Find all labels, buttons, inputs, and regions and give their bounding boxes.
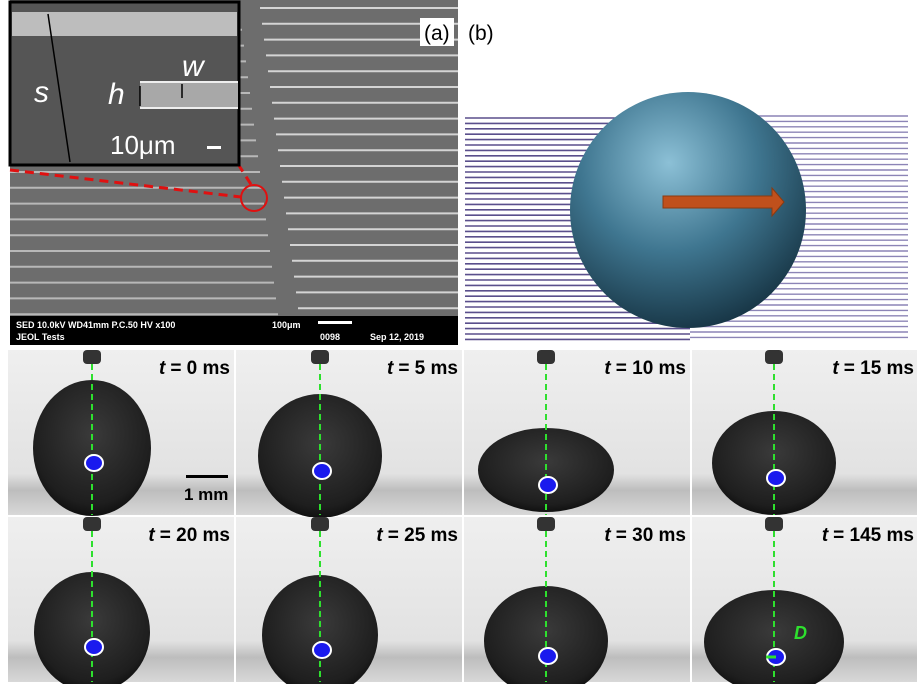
frame: t= 5 ms bbox=[236, 350, 462, 518]
time-variable: t bbox=[387, 358, 394, 379]
frame: t= 25 ms bbox=[236, 517, 462, 684]
panel-label: (b) bbox=[468, 22, 494, 45]
time-value: = 15 ms bbox=[844, 358, 914, 379]
time-variable: t bbox=[832, 358, 839, 379]
time-value: = 30 ms bbox=[616, 525, 686, 546]
scale-bar bbox=[186, 475, 228, 478]
centroid bbox=[539, 477, 557, 493]
needle bbox=[311, 350, 329, 364]
time-variable: t bbox=[604, 525, 611, 546]
time-label: t= 30 ms bbox=[604, 525, 686, 546]
time-label: t= 15 ms bbox=[832, 358, 914, 379]
frame: t= 145 ms D bbox=[692, 517, 917, 684]
time-label: t= 25 ms bbox=[376, 525, 458, 546]
time-label: t= 10 ms bbox=[604, 358, 686, 379]
sem-scale-bar bbox=[318, 321, 352, 324]
panel-a: SED 10.0kV WD41mm P.C.50 HV x100 100μm J… bbox=[10, 0, 458, 345]
time-value: = 25 ms bbox=[388, 525, 458, 546]
sem-settings: SED 10.0kV WD41mm P.C.50 HV x100 bbox=[16, 320, 175, 330]
distance-label: D bbox=[794, 623, 807, 643]
centroid bbox=[85, 639, 103, 655]
centroid bbox=[313, 463, 331, 479]
centroid bbox=[85, 455, 103, 471]
sem-date: Sep 12, 2019 bbox=[370, 332, 424, 342]
panel-label: (a) bbox=[424, 22, 450, 45]
needle bbox=[765, 517, 783, 531]
centroid bbox=[313, 642, 331, 658]
figure: SED 10.0kV WD41mm P.C.50 HV x100 100μm J… bbox=[0, 0, 917, 684]
frame: t= 10 ms bbox=[464, 350, 690, 515]
frame: t= 30 ms bbox=[464, 517, 690, 684]
inset-scale: 10μm bbox=[110, 130, 176, 160]
centroid bbox=[767, 470, 785, 486]
time-value: = 5 ms bbox=[398, 358, 458, 379]
frame: t= 15 ms bbox=[692, 350, 917, 515]
frame: t= 20 ms bbox=[8, 517, 234, 684]
sem-number: 0098 bbox=[320, 332, 340, 342]
inset-h: h bbox=[108, 78, 125, 111]
time-value: = 10 ms bbox=[616, 358, 686, 379]
panel-b: (b) bbox=[465, 22, 908, 339]
time-value: = 20 ms bbox=[160, 525, 230, 546]
time-label: t= 145 ms bbox=[822, 525, 914, 546]
time-label: t= 0 ms bbox=[159, 358, 230, 379]
centroid bbox=[539, 648, 557, 664]
inset-s: s bbox=[34, 76, 49, 109]
needle bbox=[537, 350, 555, 364]
time-variable: t bbox=[822, 525, 829, 546]
panel-c: (c)t= 0 ms1 mmt= 5 mst= 10 mst= 15 mst= … bbox=[8, 350, 917, 684]
frame: t= 0 ms 1 mm bbox=[8, 350, 234, 516]
time-variable: t bbox=[376, 525, 383, 546]
needle bbox=[83, 517, 101, 531]
sem-sample: JEOL Tests bbox=[16, 332, 65, 342]
droplet-sphere bbox=[570, 92, 806, 328]
time-variable: t bbox=[148, 525, 155, 546]
time-value: = 0 ms bbox=[170, 358, 230, 379]
scale-label: 1 mm bbox=[184, 485, 228, 504]
time-variable: t bbox=[604, 358, 611, 379]
inset-w: w bbox=[182, 50, 206, 83]
time-variable: t bbox=[159, 358, 166, 379]
time-label: t= 5 ms bbox=[387, 358, 458, 379]
inset: s h w 10μm bbox=[10, 2, 239, 165]
sem-scale: 100μm bbox=[272, 320, 301, 330]
needle bbox=[83, 350, 101, 364]
needle bbox=[765, 350, 783, 364]
time-label: t= 20 ms bbox=[148, 525, 230, 546]
needle bbox=[537, 517, 555, 531]
needle bbox=[311, 517, 329, 531]
time-value: = 145 ms bbox=[833, 525, 914, 546]
